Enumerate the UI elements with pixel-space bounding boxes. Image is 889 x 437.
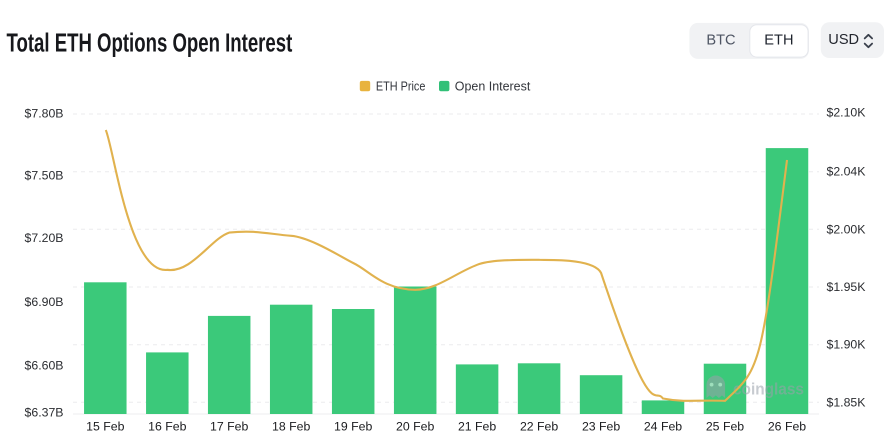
svg-text:17 Feb: 17 Feb (210, 419, 248, 433)
svg-text:$7.20B: $7.20B (25, 231, 64, 245)
svg-text:16 Feb: 16 Feb (148, 419, 186, 433)
svg-text:23 Feb: 23 Feb (582, 419, 620, 433)
svg-text:$1.95K: $1.95K (827, 280, 867, 294)
svg-text:Open Interest: Open Interest (455, 80, 531, 94)
svg-text:$1.90K: $1.90K (827, 338, 867, 352)
svg-text:20 Feb: 20 Feb (396, 419, 434, 433)
svg-text:$2.10K: $2.10K (827, 106, 867, 120)
svg-text:21 Feb: 21 Feb (458, 419, 496, 433)
svg-text:26 Feb: 26 Feb (768, 419, 806, 433)
svg-text:19 Feb: 19 Feb (334, 419, 372, 433)
svg-text:coinglass: coinglass (733, 381, 804, 399)
svg-text:$6.37B: $6.37B (25, 406, 64, 420)
svg-text:$2.00K: $2.00K (827, 222, 867, 236)
svg-text:Total ETH Options Open Interes: Total ETH Options Open Interest (7, 30, 293, 58)
svg-text:$1.85K: $1.85K (827, 395, 867, 409)
svg-text:25 Feb: 25 Feb (706, 419, 744, 433)
svg-text:15 Feb: 15 Feb (86, 419, 124, 433)
svg-text:22 Feb: 22 Feb (520, 419, 558, 433)
svg-text:$6.60B: $6.60B (25, 359, 64, 373)
svg-text:$6.90B: $6.90B (25, 295, 64, 309)
svg-text:$7.80B: $7.80B (25, 107, 64, 121)
svg-text:24 Feb: 24 Feb (644, 419, 682, 433)
svg-text:$2.04K: $2.04K (827, 165, 867, 179)
svg-text:USD: USD (828, 32, 859, 48)
svg-text:BTC: BTC (706, 33, 735, 49)
svg-text:18 Feb: 18 Feb (272, 419, 310, 433)
svg-text:ETH Price: ETH Price (376, 80, 426, 94)
svg-text:ETH: ETH (764, 33, 793, 49)
svg-text:$7.50B: $7.50B (25, 169, 64, 183)
